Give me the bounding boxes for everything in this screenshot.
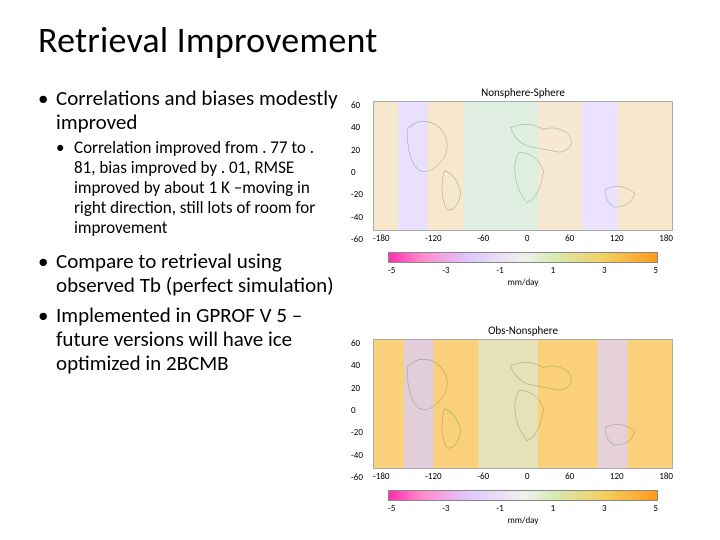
sub-bullet-list: Correlation improved from . 77 to . 81, … <box>56 138 338 238</box>
colorbar-label: mm/day <box>508 515 539 526</box>
sub-bullet-text: Correlation improved from . 77 to . 81, … <box>74 137 315 238</box>
cb-tick: 1 <box>551 503 556 514</box>
cb-tick: -5 <box>388 503 395 514</box>
figure-nonsphere-sphere: Nonsphere-Sphere 60 40 20 0 -20 -40 -60 <box>354 86 692 288</box>
axis-tick: 40 <box>351 361 363 370</box>
content-columns: Correlations and biases modestly improve… <box>38 86 692 526</box>
axis-tick: -120 <box>425 471 441 482</box>
axis-tick: 0 <box>525 233 530 244</box>
cb-tick: -1 <box>496 265 503 276</box>
coastlines <box>374 340 672 468</box>
cb-tick: 3 <box>602 503 607 514</box>
bullet-text: Implemented in GPROF V 5 – future versio… <box>56 302 302 376</box>
axis-tick: 60 <box>351 339 363 348</box>
colorbar-label: mm/day <box>508 277 539 288</box>
axis-tick: 60 <box>565 233 574 244</box>
axis-tick: -60 <box>477 471 489 482</box>
page-title: Retrieval Improvement <box>38 18 692 62</box>
cb-tick: -5 <box>388 265 395 276</box>
bullet-item: Compare to retrieval using observed Tb (… <box>38 249 338 297</box>
axis-tick: 60 <box>565 471 574 482</box>
cb-tick: 5 <box>653 265 658 276</box>
bullet-text: Compare to retrieval using observed Tb (… <box>56 248 334 298</box>
axis-tick: 120 <box>610 471 624 482</box>
cb-tick: -3 <box>442 265 449 276</box>
cb-tick: -1 <box>496 503 503 514</box>
map-wrap: 60 40 20 0 -20 -40 -60 <box>373 339 673 482</box>
axis-tick: 180 <box>659 233 673 244</box>
slide: Retrieval Improvement Correlations and b… <box>0 0 720 540</box>
axis-tick: 20 <box>351 146 363 155</box>
axis-tick: 20 <box>351 384 363 393</box>
axis-tick: 60 <box>351 101 363 110</box>
bullet-text: Correlations and biases modestly improve… <box>56 85 338 135</box>
axis-tick: 0 <box>525 471 530 482</box>
axis-tick: -180 <box>373 471 389 482</box>
colorbar-ticks: -5 -3 -1 1 3 5 <box>388 265 658 276</box>
lon-axis: -180 -120 -60 0 60 120 180 <box>373 471 673 482</box>
figure-title: Nonsphere-Sphere <box>481 86 565 99</box>
colorbar-ticks: -5 -3 -1 1 3 5 <box>388 503 658 514</box>
axis-tick: -20 <box>351 428 363 437</box>
figure-column: Nonsphere-Sphere 60 40 20 0 -20 -40 -60 <box>354 86 692 526</box>
axis-tick: 0 <box>351 168 363 177</box>
world-map <box>373 339 673 469</box>
map-wrap: 60 40 20 0 -20 -40 -60 <box>373 101 673 244</box>
coastlines <box>374 102 672 230</box>
bullet-item: Correlations and biases modestly improve… <box>38 86 338 239</box>
world-map <box>373 101 673 231</box>
figure-obs-nonsphere: Obs-Nonsphere 60 40 20 0 -20 -40 -60 <box>354 324 692 526</box>
cb-tick: 3 <box>602 265 607 276</box>
axis-tick: 180 <box>659 471 673 482</box>
colorbar <box>388 252 658 263</box>
axis-tick: -60 <box>477 233 489 244</box>
axis-tick: -20 <box>351 190 363 199</box>
axis-tick: -40 <box>351 213 363 222</box>
axis-tick: 40 <box>351 123 363 132</box>
bullet-list: Correlations and biases modestly improve… <box>38 86 338 375</box>
lon-axis: -180 -120 -60 0 60 120 180 <box>373 233 673 244</box>
axis-tick: -40 <box>351 451 363 460</box>
cb-tick: 5 <box>653 503 658 514</box>
bullet-item: Implemented in GPROF V 5 – future versio… <box>38 303 338 375</box>
figure-title: Obs-Nonsphere <box>488 324 558 337</box>
axis-tick: -180 <box>373 233 389 244</box>
bullet-column: Correlations and biases modestly improve… <box>38 86 338 526</box>
colorbar <box>388 490 658 501</box>
cb-tick: -3 <box>442 503 449 514</box>
lat-axis: 60 40 20 0 -20 -40 -60 <box>351 339 363 482</box>
sub-bullet-item: Correlation improved from . 77 to . 81, … <box>56 138 338 238</box>
axis-tick: -60 <box>351 235 363 244</box>
lat-axis: 60 40 20 0 -20 -40 -60 <box>351 101 363 244</box>
axis-tick: -120 <box>425 233 441 244</box>
axis-tick: 0 <box>351 406 363 415</box>
axis-tick: 120 <box>610 233 624 244</box>
axis-tick: -60 <box>351 473 363 482</box>
cb-tick: 1 <box>551 265 556 276</box>
